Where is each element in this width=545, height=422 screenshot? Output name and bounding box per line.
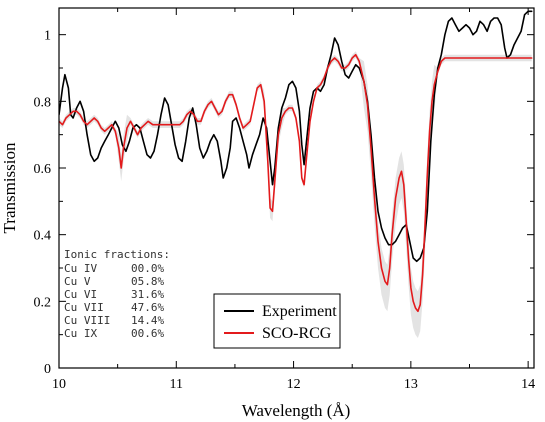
annotation-ion-label: Cu VIII bbox=[64, 314, 110, 327]
legend: Experiment SCO-RCG bbox=[213, 293, 341, 349]
y-axis: 0 0.2 0.4 0.6 0.8 1 bbox=[34, 29, 534, 377]
y-axis-title: Transmission bbox=[0, 142, 19, 234]
x-tick-label: 12 bbox=[287, 377, 301, 392]
annotation-ion-value: 14.4% bbox=[131, 314, 164, 327]
x-axis-title: Wavelength (Å) bbox=[242, 401, 351, 420]
plot-frame bbox=[58, 7, 535, 369]
annotation-ion-value: 05.8% bbox=[131, 275, 164, 288]
annotation-ion-label: Cu VI bbox=[64, 288, 97, 301]
annotation-ion-value: 31.6% bbox=[131, 288, 164, 301]
annotation-title: Ionic fractions: bbox=[64, 248, 170, 261]
y-tick-label: 1 bbox=[44, 29, 51, 44]
y-tick-label: 0.2 bbox=[34, 295, 52, 310]
legend-label: Experiment bbox=[262, 303, 337, 320]
annotation-ion-label: Cu V bbox=[64, 275, 91, 288]
y-tick-label: 0.8 bbox=[34, 95, 52, 110]
uncertainty-band-layer bbox=[59, 51, 532, 339]
annotation-ion-label: Cu IV bbox=[64, 262, 97, 275]
series-line-experiment bbox=[59, 10, 533, 263]
y-tick-label: 0.6 bbox=[34, 162, 52, 177]
annotation-ion-value: 47.6% bbox=[131, 301, 164, 314]
legend-box bbox=[213, 293, 341, 349]
annotation-rows: Cu IV 00.0% Cu V 05.8% Cu VI 31.6% Cu VII 47.6%… bbox=[64, 262, 164, 340]
legend-items: Experiment SCO-RCG bbox=[224, 303, 337, 342]
x-axis: 10 11 12 13 14 bbox=[52, 8, 535, 392]
uncertainty-band bbox=[59, 51, 532, 339]
annotation-ion-value: 00.0% bbox=[131, 262, 164, 275]
ionic-fractions-annotation: Ionic fractions: Cu IV 00.0% Cu V 05.8% Cu V… bbox=[64, 248, 170, 340]
series-layer bbox=[59, 10, 533, 313]
annotation-ion-value: 00.6% bbox=[131, 327, 164, 340]
series-line-sco-rcg bbox=[59, 53, 533, 313]
plot-area bbox=[58, 7, 535, 369]
x-tick-label: 11 bbox=[170, 377, 183, 392]
annotation-ion-label: Cu IX bbox=[64, 327, 97, 340]
x-tick-label: 13 bbox=[404, 377, 418, 392]
annotation-ion-label: Cu VII bbox=[64, 301, 104, 314]
y-tick-label: 0.4 bbox=[34, 229, 52, 244]
legend-label: SCO-RCG bbox=[262, 325, 332, 342]
y-tick-label: 0 bbox=[44, 362, 51, 377]
x-tick-label: 10 bbox=[52, 377, 66, 392]
x-tick-label: 14 bbox=[521, 377, 535, 392]
